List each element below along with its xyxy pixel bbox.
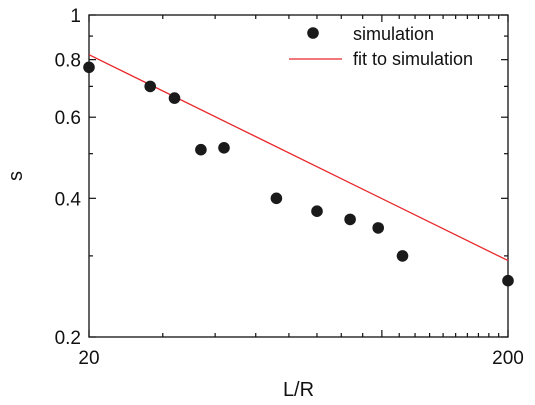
x-tick-label: 200 xyxy=(492,348,524,369)
legend-marker-simulation xyxy=(307,27,319,39)
x-tick-label: 20 xyxy=(78,348,99,369)
data-point xyxy=(144,80,156,93)
data-point xyxy=(344,213,356,226)
y-tick-label: 0.2 xyxy=(55,328,81,349)
data-point xyxy=(396,250,409,262)
data-point xyxy=(372,222,385,234)
y-tick-label: 0.6 xyxy=(55,108,81,129)
x-axis-title: L/R xyxy=(283,379,314,401)
data-point xyxy=(218,142,230,154)
data-point xyxy=(502,274,514,287)
axis-ticks xyxy=(88,14,509,338)
y-tick-label: 0.8 xyxy=(55,51,81,72)
legend-label-fit: fit to simulation xyxy=(353,49,473,69)
data-point xyxy=(168,92,181,104)
legend-label-simulation: simulation xyxy=(353,24,434,44)
data-point xyxy=(83,61,95,74)
data-point xyxy=(195,143,207,156)
fit-line-layer xyxy=(88,54,509,262)
y-tick-label: 0.4 xyxy=(55,189,82,210)
tick-labels: 0.2 0.4 0.6 0.8 1 20 200 xyxy=(55,6,524,369)
y-tick-label: 1 xyxy=(70,6,81,27)
plot-border xyxy=(88,14,509,338)
points-layer xyxy=(83,61,514,287)
fit-line xyxy=(88,54,509,262)
plot-frame xyxy=(88,14,509,338)
legend: simulation fit to simulation xyxy=(289,24,473,69)
y-axis-title: s xyxy=(5,171,27,181)
data-point xyxy=(311,205,323,217)
data-point xyxy=(270,192,283,205)
